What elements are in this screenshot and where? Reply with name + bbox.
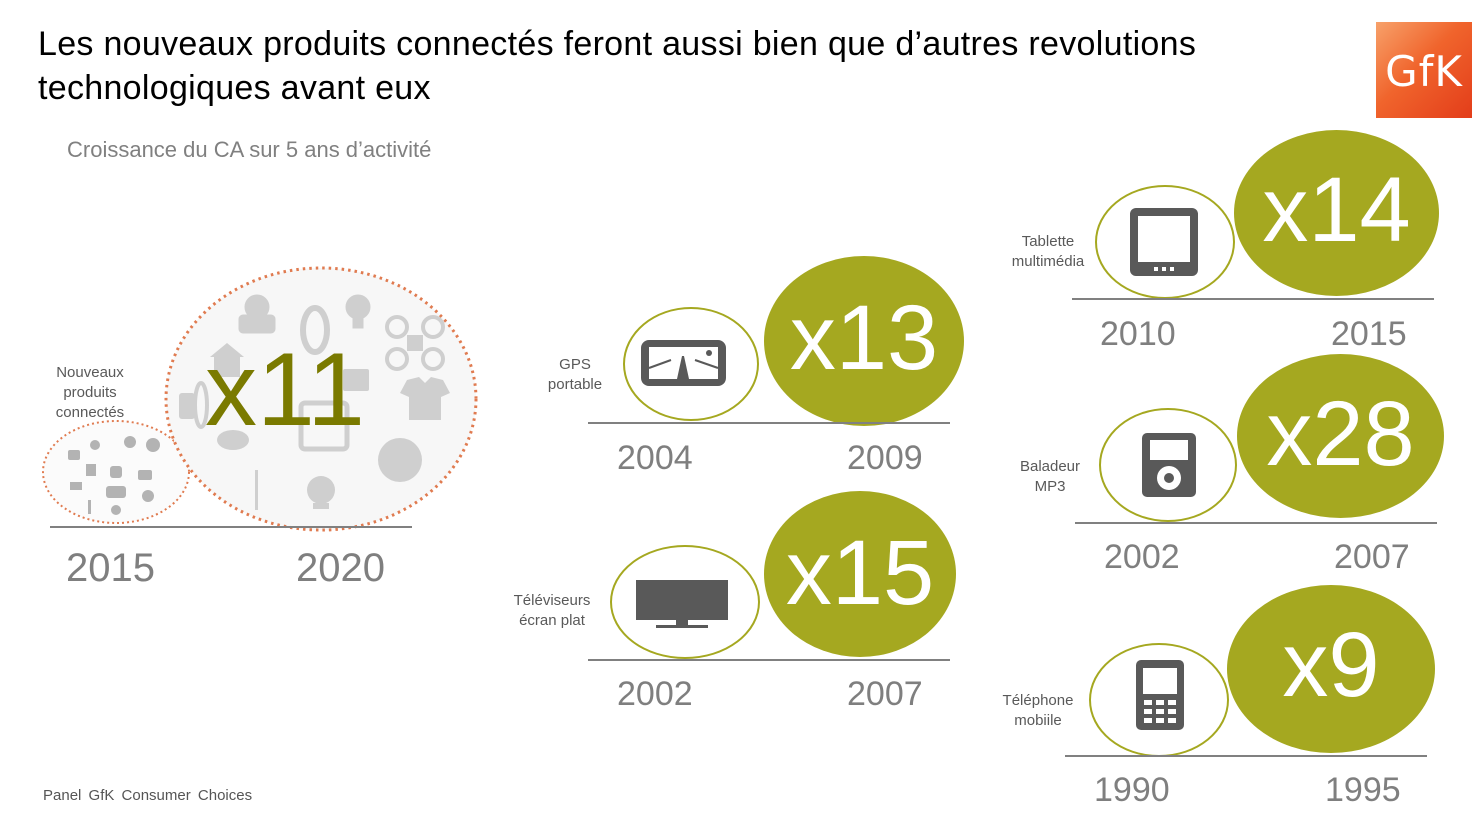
mp3-label: Baladeur MP3 (1005, 457, 1095, 497)
connected-baseline (50, 526, 412, 528)
drone-icon (385, 315, 445, 371)
gps-label-line1: GPS (559, 356, 591, 373)
brain-icon (217, 430, 249, 450)
wristband-icon (179, 393, 195, 419)
page-subtitle: Croissance du CA sur 5 ans d’activité (67, 137, 432, 162)
connected-big-icons (179, 294, 450, 510)
connected-end-year: 2020 (296, 546, 385, 590)
connected-start-year: 2015 (66, 546, 155, 590)
mp3-end-year: 2007 (1334, 538, 1410, 576)
gps-baseline (588, 422, 950, 424)
phone-baseline (1065, 755, 1427, 757)
smart-home-icon (210, 343, 244, 377)
connected-label: Nouveaux produits connectés (55, 364, 125, 421)
gps-multiplier: x13 (789, 287, 939, 389)
phone-start-year: 1990 (1094, 771, 1170, 809)
mobile-phone-icon (1136, 660, 1184, 730)
tablet-multiplier: x14 (1262, 159, 1411, 261)
gps-multiplier-disc: x13 (764, 256, 964, 426)
phone-label: Téléphone mobiile (990, 691, 1086, 731)
mp3-label-line1: Baladeur (1019, 458, 1081, 475)
mp3-multiplier: x28 (1266, 383, 1415, 485)
gps-label-line2: portable (547, 376, 603, 393)
webcam-icon (307, 476, 335, 504)
tv-multiplier: x15 (785, 522, 935, 624)
tv-multiplier-disc: x15 (764, 491, 956, 657)
tv-start-year: 2002 (617, 675, 693, 713)
gfk-logo: GfK (1376, 22, 1472, 118)
mp3-player-icon (1142, 433, 1196, 497)
mp3-multiplier-disc: x28 (1237, 354, 1444, 518)
tshirt-icon (400, 377, 450, 420)
envelope-icon (343, 369, 369, 391)
phone-label-line2: mobiile (1014, 712, 1062, 729)
tablet-label-line1: Tablette (1021, 233, 1075, 250)
phone-label-line1: Téléphone (1002, 692, 1074, 709)
ring-icon (300, 305, 330, 355)
tv-baseline (588, 659, 950, 661)
tv-label-line2: écran plat (519, 612, 585, 629)
tv-end-year: 2007 (847, 675, 923, 713)
tablet-icon (1130, 208, 1198, 276)
mp3-label-line2: MP3 (1034, 478, 1066, 495)
smart-plug-icon (298, 400, 350, 452)
tv-label: Téléviseurs écran plat (500, 591, 604, 631)
lightbulb-icon (345, 294, 371, 320)
phone-end-year: 1995 (1325, 771, 1401, 809)
page-title: Les nouveaux produits connectés feront a… (38, 25, 1197, 107)
mp3-start-year: 2002 (1104, 538, 1180, 576)
connected-multiplier: x11 (205, 332, 365, 448)
tablet-multiplier-disc: x14 (1234, 130, 1439, 296)
thermometer-icon (378, 438, 422, 482)
logo-text: GfK (1385, 47, 1463, 96)
gps-label: GPS portable (533, 355, 617, 395)
mp3-baseline (1075, 522, 1437, 524)
tv-label-line1: Téléviseurs (513, 592, 591, 609)
mp3-ring (1099, 408, 1237, 522)
flat-tv-icon (636, 580, 728, 628)
gps-start-year: 2004 (617, 439, 693, 477)
tablet-label-line2: multimédia (1011, 253, 1085, 270)
tablet-start-year: 2010 (1100, 315, 1176, 353)
footer-source: Panel GfK Consumer Choices (43, 787, 253, 804)
phone-multiplier-disc: x9 (1227, 585, 1435, 753)
tablet-end-year: 2015 (1331, 315, 1407, 353)
gps-end-year: 2009 (847, 439, 923, 477)
phone-multiplier: x9 (1282, 614, 1380, 716)
gps-icon (641, 340, 726, 386)
toothbrush-icon (255, 470, 258, 510)
connected-small-icons (68, 436, 160, 515)
tablet-baseline (1072, 298, 1434, 300)
tablet-label: Tablette multimédia (1000, 232, 1096, 272)
